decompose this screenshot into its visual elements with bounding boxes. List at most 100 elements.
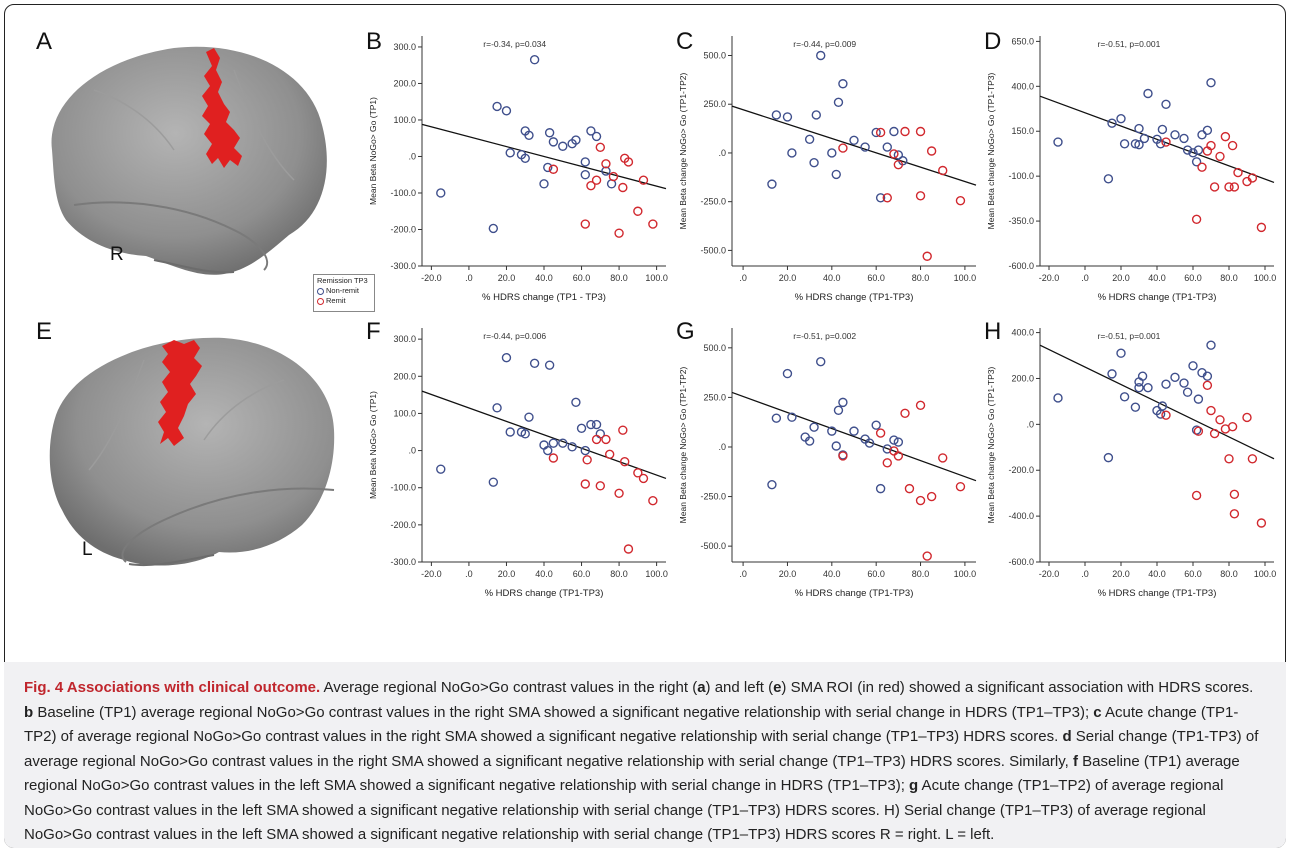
non-remit-point <box>488 223 499 234</box>
remit-point <box>938 165 948 176</box>
roi-region <box>202 48 242 168</box>
remit-point <box>1224 454 1234 464</box>
y-tick-label: -200.0 <box>390 224 416 234</box>
x-tick-label: 60.0 <box>867 569 885 579</box>
y-tick-label: .0 <box>718 148 726 158</box>
y-tick-label: 400.0 <box>1011 81 1034 91</box>
y-axis-label: Mean Beta change NoGo> Go (TP1-TP3) <box>986 367 996 524</box>
remit-point <box>922 251 932 261</box>
y-tick-label: -500.0 <box>700 245 726 255</box>
remit-point <box>915 495 926 506</box>
x-tick-label: .0 <box>465 569 473 579</box>
y-tick-label: 200.0 <box>1011 373 1034 383</box>
y-tick-label: -350.0 <box>1008 216 1034 226</box>
remit-point <box>548 164 559 174</box>
remit-point <box>1191 490 1202 501</box>
caption-text: Serial change (TP1-TP3) of average regio… <box>24 728 1259 770</box>
y-tick-label: -100.0 <box>390 188 416 198</box>
remit-point <box>586 180 596 191</box>
brain-left-hemisphere <box>49 337 335 567</box>
non-remit-point <box>827 148 837 158</box>
remit-point <box>591 434 602 445</box>
non-remit-point <box>1119 139 1130 149</box>
non-remit-point <box>1103 174 1114 184</box>
remit-point <box>889 149 899 159</box>
remit-point <box>601 159 611 169</box>
remit-point <box>1229 182 1240 192</box>
y-tick-label: 500.0 <box>703 343 726 353</box>
caption-ref-e: e <box>773 679 782 696</box>
x-tick-label: .0 <box>1081 569 1089 579</box>
non-remit-point <box>558 141 568 151</box>
remit-point <box>915 400 926 411</box>
remit-point <box>1247 173 1258 183</box>
caption-text: Baseline (TP1) average regional NoGo>Go … <box>24 752 1240 795</box>
x-tick-label: 100.0 <box>645 569 668 579</box>
non-remit-point <box>831 441 841 451</box>
remit-point <box>955 481 966 492</box>
x-tick-label: 40.0 <box>1148 569 1166 579</box>
non-remit-point <box>849 135 859 145</box>
remit-point <box>1227 421 1238 432</box>
y-axis-label: Mean Beta change NoGo> Go (TP1-TP2) <box>678 73 688 230</box>
non-remit-point <box>833 405 844 415</box>
y-tick-label: 400.0 <box>1011 328 1034 338</box>
remit-point <box>614 228 624 238</box>
non-remit-point <box>1161 379 1171 389</box>
x-tick-label: 40.0 <box>535 273 553 283</box>
caption-ref-b: b <box>24 703 34 721</box>
non-remit-point <box>882 142 892 152</box>
y-tick-label: 300.0 <box>393 42 416 52</box>
non-remit-point <box>586 419 596 430</box>
non-remit-point <box>1206 340 1216 350</box>
non-remit-point <box>586 126 596 136</box>
x-axis-label: % HDRS change (TP1 - TP3) <box>482 292 606 303</box>
non-remit-point <box>875 193 886 203</box>
y-tick-label: -250.0 <box>700 197 726 207</box>
x-tick-label: 40.0 <box>535 569 553 579</box>
caption-ref-f: f <box>1072 752 1078 770</box>
non-remit-point <box>580 157 590 167</box>
scatter-plot-f: -20.0 .0 20.0 40.0 60.0 80.0 100.0 300.0 200.0 10… <box>368 328 668 599</box>
x-tick-label: 20.0 <box>1112 569 1130 579</box>
x-tick-label: -20.0 <box>421 273 442 283</box>
non-remit-point <box>591 419 602 430</box>
non-remit-point <box>816 357 826 367</box>
remit-point <box>580 479 590 489</box>
x-tick-label: -20.0 <box>1039 569 1060 579</box>
remit-point <box>875 127 886 138</box>
non-remit-point <box>1137 371 1148 381</box>
non-remit-point <box>1119 392 1130 402</box>
x-tick-label: 60.0 <box>573 569 591 579</box>
remit-point <box>1220 131 1231 142</box>
remit-point <box>882 458 892 468</box>
y-tick-label: -100.0 <box>1008 171 1034 181</box>
x-tick-label: 20.0 <box>1112 273 1130 283</box>
non-remit-point <box>576 423 587 433</box>
x-tick-label: .0 <box>465 273 473 283</box>
remit-point <box>900 408 910 418</box>
remit-point <box>638 473 649 484</box>
non-remit-point <box>838 397 848 408</box>
non-remit-point <box>1143 88 1153 99</box>
y-axis-label: Mean Beta NoGo> Go (TP1) <box>368 391 378 499</box>
caption-ref-g: g <box>909 777 919 794</box>
remit-point <box>595 142 606 153</box>
panel-label-b: B <box>366 28 383 55</box>
non-remit-point <box>1170 130 1180 140</box>
remit-point <box>1193 426 1204 436</box>
remit-point <box>633 468 643 478</box>
remit-point <box>915 126 926 137</box>
non-remit-point <box>529 55 540 65</box>
non-remit-point <box>1130 139 1141 149</box>
non-remit-point <box>782 112 793 122</box>
non-remit-point <box>771 413 782 423</box>
x-axis-label: % HDRS change (TP1-TP3) <box>485 588 604 599</box>
x-tick-label: 100.0 <box>1254 569 1277 579</box>
x-tick-label: 100.0 <box>954 273 977 283</box>
non-remit-point <box>548 137 559 147</box>
non-remit-point <box>1182 387 1193 397</box>
non-remit-point <box>831 169 841 180</box>
remit-point <box>1256 518 1267 528</box>
remit-point <box>926 146 937 156</box>
